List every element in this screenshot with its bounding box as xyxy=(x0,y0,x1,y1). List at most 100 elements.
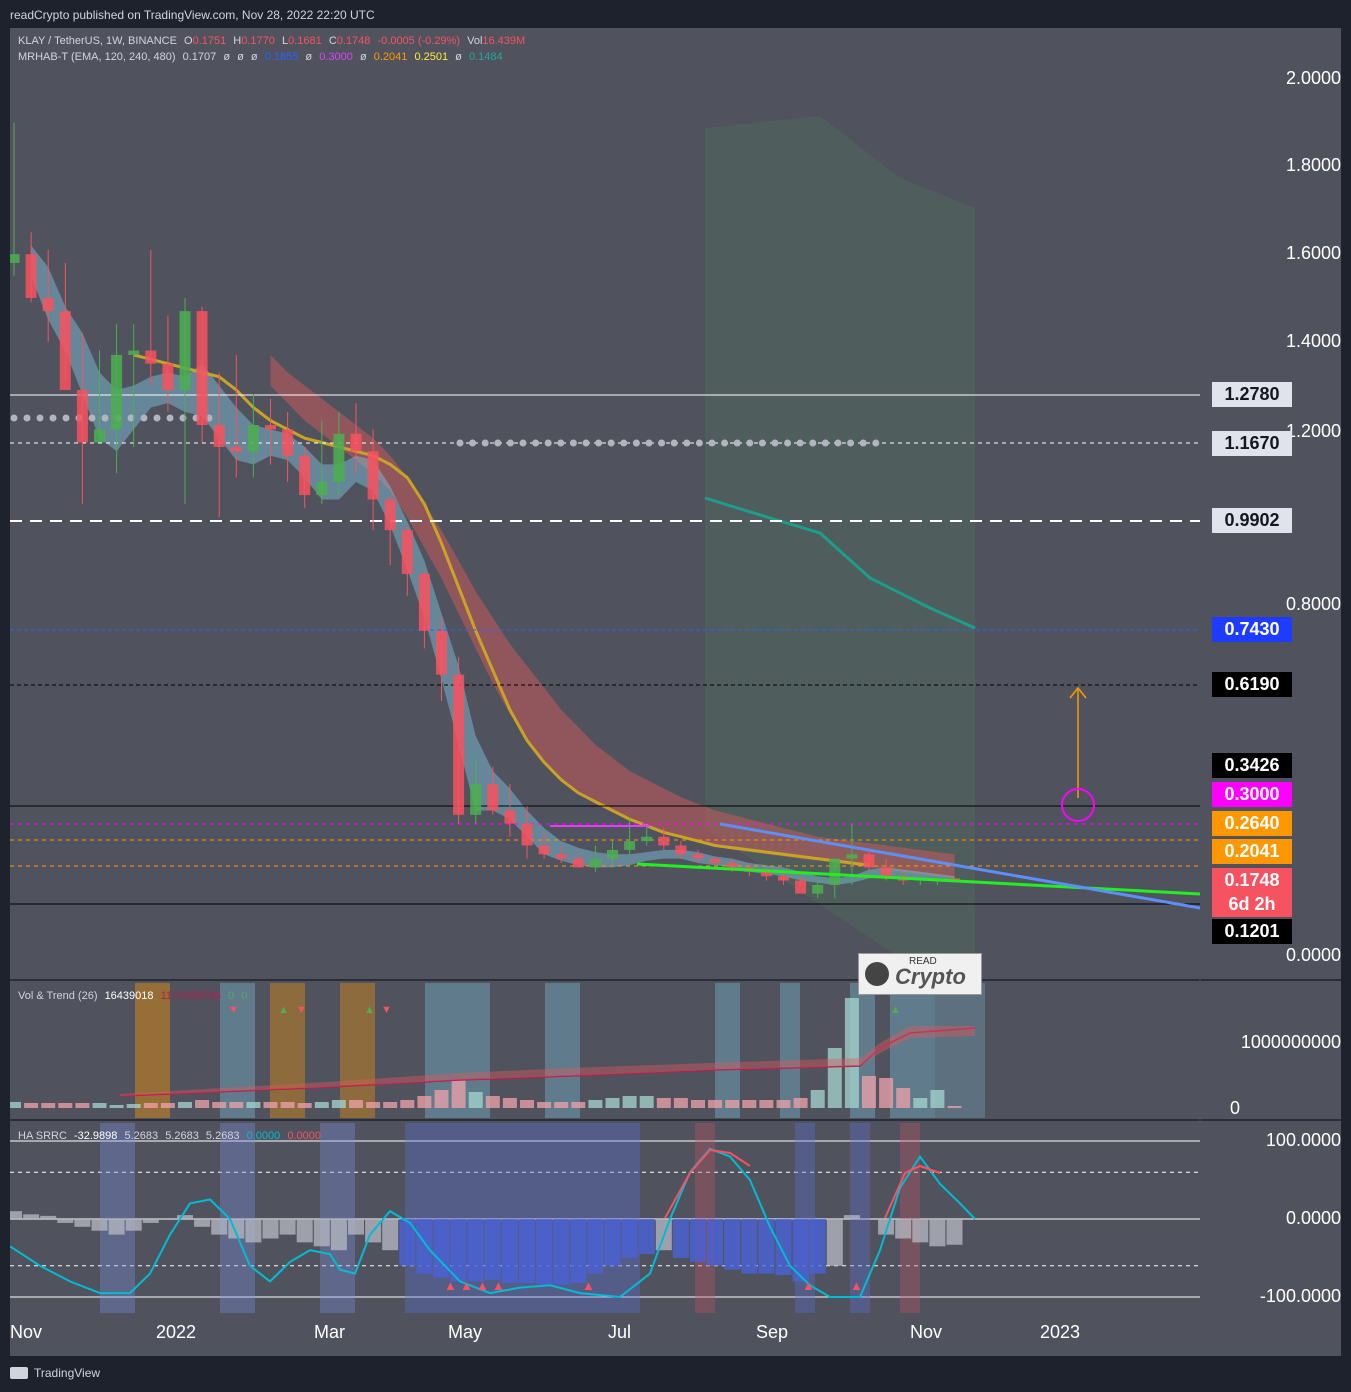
volume-bar xyxy=(656,1098,671,1108)
price-tag: 0.9902 xyxy=(1212,508,1292,533)
volume-bar xyxy=(468,1092,483,1108)
ha-histogram-bar xyxy=(245,1219,262,1243)
price-axis-tick: 0.0000 xyxy=(1285,945,1341,965)
volume-bar xyxy=(844,998,859,1108)
volume-ma-line xyxy=(119,1027,976,1097)
ha-oscillator-up-line xyxy=(884,1164,941,1219)
level-dot xyxy=(62,414,70,422)
candle-body xyxy=(333,433,345,482)
indicator-v6: 0.1484 xyxy=(468,51,503,63)
ha-indicator-name: HA SRRC xyxy=(18,1130,67,1142)
level-dot xyxy=(733,439,741,447)
ha-histogram-bar xyxy=(604,1219,621,1266)
x-axis-tick: Mar xyxy=(314,1322,345,1342)
candle-body xyxy=(607,849,618,859)
volume-bar xyxy=(400,1100,415,1108)
candle-body xyxy=(196,311,208,426)
level-dot xyxy=(49,414,57,422)
ha-histogram-bar xyxy=(690,1219,706,1262)
ha-zone xyxy=(220,1123,255,1313)
chart-canvas[interactable]: ▼ ▲ ▼ ▲ ▼ ▲▲ ▲ ▲ ▲ ▲ ▲ ▲ xyxy=(10,28,1341,1356)
volume-bar xyxy=(622,1096,637,1108)
ha-histogram-bar xyxy=(758,1219,775,1274)
ha-value-e: 0.0000 xyxy=(246,1130,281,1142)
volume-bar xyxy=(571,1102,586,1108)
level-dot xyxy=(632,439,640,447)
candle-body xyxy=(504,810,516,824)
candle-body xyxy=(25,254,37,298)
price-axis-tick: 0.8000 xyxy=(1285,594,1341,614)
candle-body xyxy=(299,455,311,496)
level-dot xyxy=(872,439,880,447)
volume-bar xyxy=(383,1102,398,1108)
high-value: 0.1770 xyxy=(241,35,275,47)
volume-bar xyxy=(639,1096,654,1108)
level-dot xyxy=(140,414,148,422)
trend-arrow-icon: ▼ xyxy=(296,1004,307,1016)
ha-histogram-bar xyxy=(211,1219,228,1235)
ha-signal-triangle-icon: ▲ xyxy=(444,1278,457,1293)
candle-body xyxy=(795,880,807,894)
ha-histogram-bar xyxy=(177,1215,193,1219)
indicator-e3: ø xyxy=(250,51,258,63)
candle-body xyxy=(641,836,653,842)
volume-axis-tick: 1000000000 xyxy=(1240,1032,1341,1052)
volume-bar xyxy=(862,1076,876,1108)
ha-value-c: 5.2683 xyxy=(165,1130,199,1142)
indicator-e1: ø xyxy=(223,51,231,63)
volume-bar xyxy=(708,1100,723,1108)
volume-bar xyxy=(673,1098,688,1108)
ha-signal-triangle-icon: ▲ xyxy=(582,1278,595,1293)
projection-zone xyxy=(705,116,975,973)
candle-body xyxy=(692,854,704,859)
candle-body xyxy=(863,854,875,868)
candle-body xyxy=(213,425,225,447)
volume-bar xyxy=(930,1090,945,1108)
watermark-line1: READ xyxy=(909,956,937,967)
volume-bar xyxy=(537,1102,552,1108)
level-dot xyxy=(153,414,161,422)
ha-histogram-bar xyxy=(57,1219,74,1223)
price-axis-tick: 1.2000 xyxy=(1285,421,1341,441)
candle-body xyxy=(624,841,636,850)
candle-body xyxy=(778,876,789,881)
volume-bar xyxy=(41,1103,56,1108)
volume-bar xyxy=(246,1102,261,1108)
level-dot xyxy=(519,439,527,447)
ha-histogram-bar xyxy=(553,1219,570,1285)
ha-histogram-bar xyxy=(142,1219,159,1223)
candle-body xyxy=(726,863,738,868)
candle-body xyxy=(179,311,191,390)
indicator-v2: 0.1855 xyxy=(264,51,299,63)
level-dot xyxy=(670,439,678,447)
x-axis-tick: May xyxy=(448,1322,483,1342)
level-dot xyxy=(620,439,628,447)
ha-histogram-bar xyxy=(501,1219,518,1283)
volume-bar xyxy=(554,1102,569,1108)
candle-body xyxy=(453,674,465,815)
candle-body xyxy=(10,254,20,263)
trend-arrow-icon: ▼ xyxy=(381,1004,392,1016)
ha-histogram-bar xyxy=(792,1219,809,1282)
level-dot xyxy=(456,439,464,447)
ha-histogram-bar xyxy=(108,1219,125,1235)
ha-zone xyxy=(405,1123,640,1313)
level-dot xyxy=(658,439,666,447)
candle-body xyxy=(436,630,447,675)
candle-body xyxy=(76,389,88,443)
volume-bar xyxy=(776,1100,791,1108)
ha-histogram-bar xyxy=(826,1219,843,1266)
x-axis-tick: Jul xyxy=(608,1322,632,1342)
candle-body xyxy=(572,858,584,868)
volume-bar xyxy=(297,1103,312,1108)
ha-zone xyxy=(900,1123,920,1313)
volume-bar xyxy=(126,1104,141,1108)
ha-histogram-bar xyxy=(484,1219,501,1280)
ha-zone xyxy=(850,1123,870,1313)
candle-body xyxy=(487,784,499,811)
chart-frame[interactable]: ▼ ▲ ▼ ▲ ▼ ▲ ▲ ▲ ▲ ▲ ▲ ▲ ▲ KLAY / TetherUS, 1W, BINAN… xyxy=(10,28,1341,1356)
indicator-v1: 0.1707 xyxy=(182,51,217,63)
trend-arrow-icon: ▲ xyxy=(890,1004,901,1016)
ha-histogram-bar xyxy=(194,1219,211,1227)
level-dot xyxy=(101,414,109,422)
